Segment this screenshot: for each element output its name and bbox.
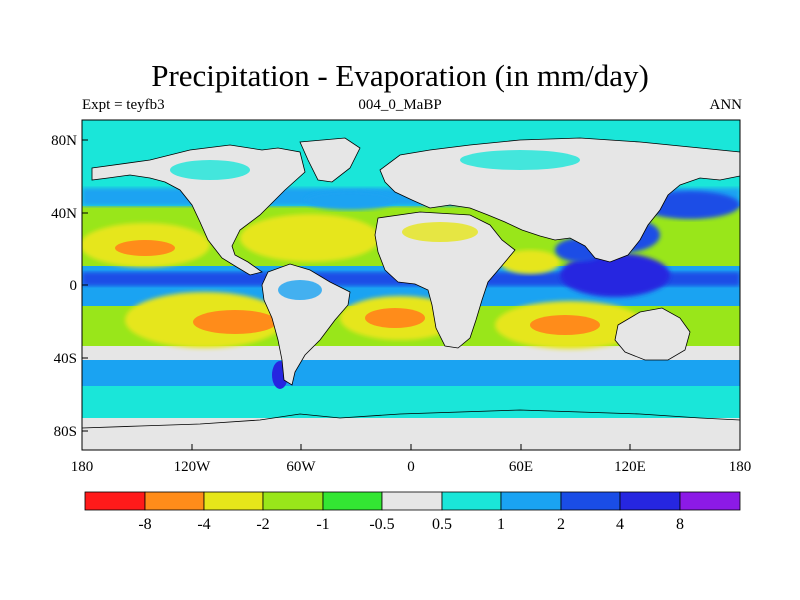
x-tick-label: 60E [509, 459, 533, 475]
greenland [299, 137, 361, 183]
y-tick-label: 80S [54, 424, 77, 440]
x-tick-label: 120E [614, 459, 646, 475]
colorbar-label: 0.5 [432, 516, 452, 533]
x-tick-label: 60W [286, 459, 316, 475]
season-label: ANN [709, 97, 743, 113]
y-tick-label: 40S [54, 351, 77, 367]
colorbar-bin [84, 491, 146, 511]
colorbar-bin [679, 491, 741, 511]
southern-ocean [82, 386, 740, 420]
period-label: 004_0_MaBP [358, 97, 442, 113]
x-tick-label: 120W [174, 459, 212, 475]
satl-dry-core [365, 308, 425, 328]
x-tick-label: 180 [729, 459, 752, 475]
pe-field [82, 120, 740, 450]
eurasia [379, 137, 740, 263]
y-tick-label: 0 [70, 278, 78, 294]
colorbar [84, 491, 741, 511]
y-axis [82, 139, 88, 432]
amazon-wet [278, 280, 322, 300]
experiment-label: Expt = teyfb3 [82, 97, 165, 113]
colorbar-bin [500, 491, 562, 511]
colorbar-bin [560, 491, 621, 511]
north-america [91, 144, 306, 276]
siberia-wet [460, 150, 580, 170]
x-tick-label: 180 [71, 459, 94, 475]
x-tick-label: 0 [407, 459, 415, 475]
colorbar-bin [381, 491, 443, 511]
sind-dry-core [530, 315, 600, 335]
africa [374, 211, 516, 349]
colorbar-bin [441, 491, 502, 511]
south-midlat-band [82, 360, 740, 390]
canada-wet [170, 160, 250, 180]
arabian-dry-cell [500, 250, 560, 274]
y-tick-label: 40N [51, 206, 77, 222]
colorbar-label: 2 [557, 516, 565, 533]
spac-dry-core [193, 310, 277, 334]
colorbar-label: -2 [256, 516, 269, 533]
colorbar-bin [203, 491, 264, 511]
colorbar-bin [144, 491, 205, 511]
sahara-dry [402, 222, 478, 242]
colorbar-label: -1 [316, 516, 329, 533]
colorbar-label: -0.5 [369, 516, 394, 533]
natl-dry-cell [240, 214, 380, 262]
x-axis [81, 444, 741, 450]
natl-storm-track [305, 190, 395, 210]
australia [614, 307, 691, 361]
colorbar-label: -8 [138, 516, 151, 533]
colorbar-bin [322, 491, 383, 511]
antarctic-coast [82, 409, 740, 429]
maritime-continent-wet [560, 253, 670, 297]
colorbar-label: -4 [197, 516, 210, 533]
south-subtropics-edge [82, 346, 740, 362]
colorbar-label: 4 [616, 516, 624, 533]
colorbar-label: 8 [676, 516, 684, 533]
colorbar-bin [619, 491, 681, 511]
y-tick-label: 80N [51, 133, 77, 149]
plot-title: Precipitation - Evaporation (in mm/day) [151, 58, 649, 93]
npac-dry-core [115, 240, 175, 256]
colorbar-bin [262, 491, 324, 511]
colorbar-label: 1 [497, 516, 505, 533]
